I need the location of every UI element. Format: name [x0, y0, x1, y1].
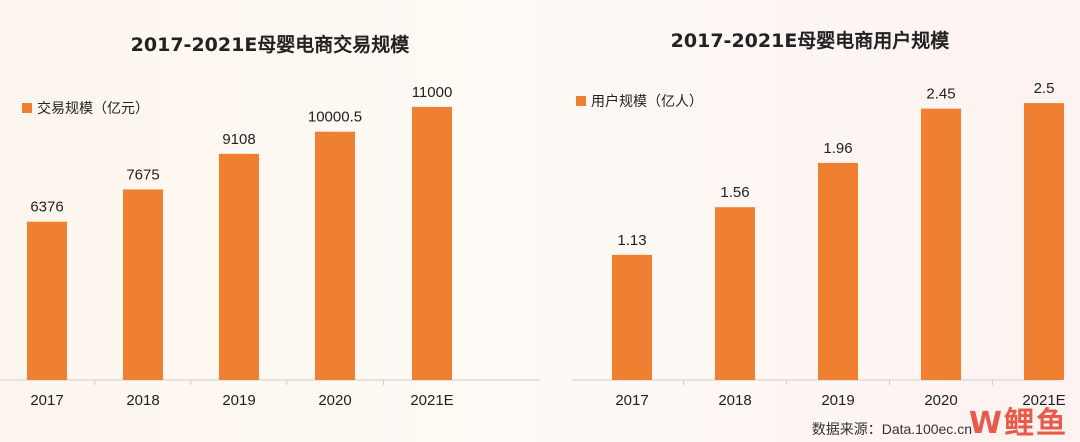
x-tick-label: 2021E [410, 392, 453, 409]
bar-2021E [1024, 103, 1064, 381]
data-label: 7675 [126, 166, 159, 183]
legend-label: 用户规模（亿人） [591, 94, 703, 110]
bar-2017 [612, 254, 652, 380]
data-label: 1.56 [720, 184, 749, 201]
bar-2020 [315, 131, 355, 380]
bar-2020 [921, 108, 961, 380]
data-label: 11000 [412, 84, 453, 101]
bar-2021E [412, 106, 452, 381]
bar-2017 [27, 221, 67, 380]
chart-title: 2017-2021E母婴电商交易规模 [130, 34, 410, 56]
x-tick-label: 2017 [30, 392, 63, 409]
x-tick-label: 2021E [1022, 392, 1065, 409]
x-tick-label: 2019 [222, 392, 255, 409]
x-tick-label: 2017 [615, 392, 648, 409]
bar-plot: 6376 2017 7675 2018 9108 2019 10000.5 2020 11000… [0, 84, 540, 409]
legend: 交易规模（亿元） [22, 98, 149, 118]
bar-2018 [123, 189, 163, 380]
x-tick-label: 2018 [126, 392, 159, 409]
data-label: 10000.5 [308, 109, 362, 126]
legend: 用户规模（亿人） [576, 91, 703, 111]
bar-plot: 1.13 2017 1.56 2018 1.96 2019 2.45 2020 2.5 2021E [572, 80, 1066, 409]
x-tick-label: 2020 [318, 392, 351, 409]
watermark-logo: W鲤鱼 [968, 406, 1068, 441]
chart-title: 2017-2021E母婴电商用户规模 [670, 30, 950, 52]
legend-label: 交易规模（亿元） [37, 101, 149, 117]
data-label: 9108 [222, 131, 255, 148]
data-label: 1.13 [617, 232, 646, 249]
data-label: 2.5 [1034, 80, 1055, 97]
legend-swatch [576, 96, 586, 106]
bar-2019 [219, 153, 259, 380]
bar-2019 [818, 162, 858, 380]
data-source: 数据来源：Data.100ec.cn [811, 421, 972, 437]
x-tick-label: 2018 [718, 392, 751, 409]
data-label: 6376 [30, 199, 63, 216]
data-label: 2.45 [926, 86, 955, 103]
legend-swatch [22, 103, 32, 113]
data-label: 1.96 [823, 140, 852, 157]
chart-transaction-scale: 2017-2021E母婴电商交易规模 交易规模（亿元） 6376 2017 7675… [0, 34, 540, 409]
x-tick-label: 2020 [924, 392, 957, 409]
chart-user-scale: 2017-2021E母婴电商用户规模 用户规模（亿人） 1.13 2017 1.56… [540, 0, 1080, 442]
bar-2018 [715, 207, 755, 380]
x-tick-label: 2019 [821, 392, 854, 409]
